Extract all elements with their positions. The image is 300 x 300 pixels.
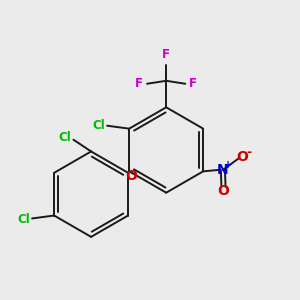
Text: Cl: Cl (17, 212, 30, 226)
Text: O: O (218, 184, 230, 198)
Text: +: + (224, 160, 232, 170)
Text: N: N (217, 163, 229, 177)
Text: F: F (162, 48, 170, 61)
Text: O: O (237, 150, 249, 164)
Text: -: - (246, 146, 251, 159)
Text: Cl: Cl (92, 118, 105, 132)
Text: O: O (126, 169, 137, 184)
Text: F: F (135, 77, 143, 90)
Text: F: F (189, 77, 197, 90)
Text: Cl: Cl (58, 131, 71, 144)
